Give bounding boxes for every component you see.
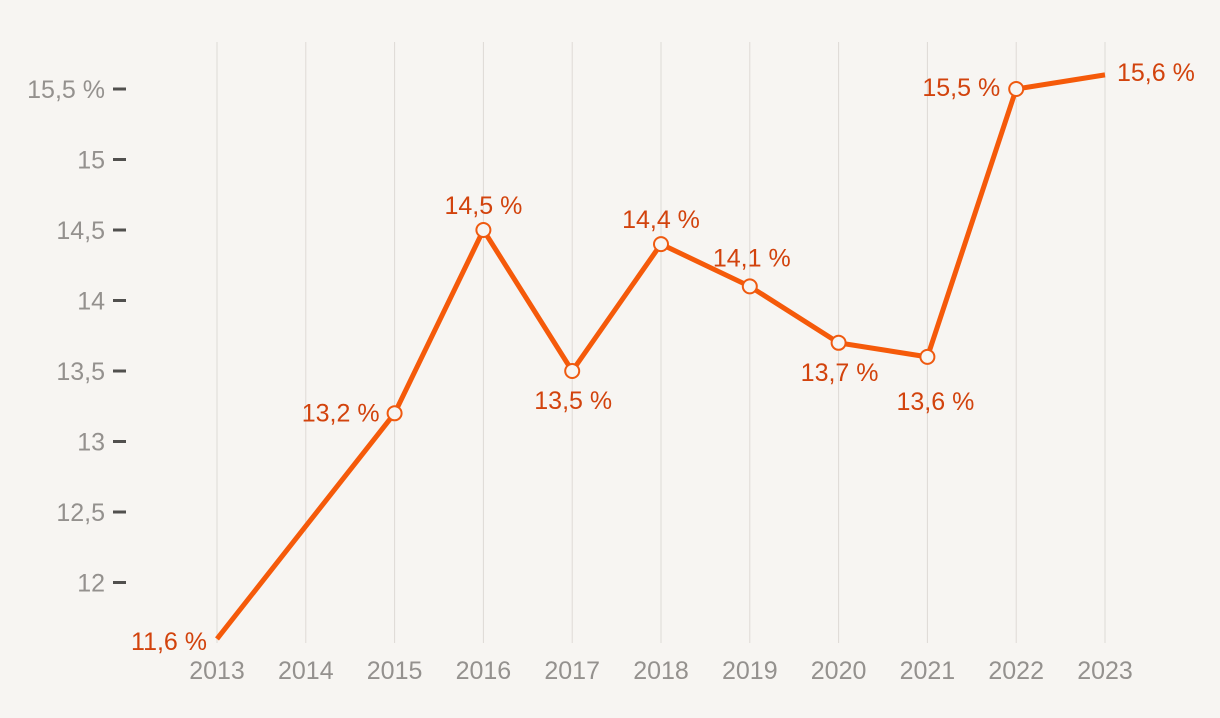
data-point-marker-2018 bbox=[653, 236, 669, 253]
data-point-marker-2019 bbox=[741, 278, 758, 295]
x-tick-label-2021: 2021 bbox=[900, 657, 956, 685]
y-tick-label-12: 12 bbox=[77, 570, 105, 598]
x-tick-label-2020: 2020 bbox=[811, 657, 867, 685]
x-tick-label-2014: 2014 bbox=[278, 657, 334, 685]
data-label-2018: 14,4 % bbox=[622, 206, 700, 234]
data-label-2020: 13,7 % bbox=[801, 359, 879, 387]
data-label-2016: 14,5 % bbox=[444, 192, 522, 220]
data-point-marker-2016 bbox=[475, 222, 492, 238]
data-label-2022: 15,5 % bbox=[922, 74, 1000, 102]
x-tick-label-2015: 2015 bbox=[367, 657, 423, 685]
x-tick-label-2018: 2018 bbox=[633, 657, 689, 685]
data-point-marker-2015 bbox=[386, 405, 403, 422]
y-tick-label-13.5: 13,5 bbox=[56, 358, 105, 386]
data-label-2015: 13,2 % bbox=[302, 399, 380, 427]
x-tick-label-2013: 2013 bbox=[189, 657, 245, 685]
data-point-marker-2017 bbox=[564, 363, 581, 379]
series-line-percentage-share-by-year bbox=[215, 72, 1106, 641]
data-label-2019: 14,1 % bbox=[713, 244, 791, 272]
x-tick-label-2023: 2023 bbox=[1077, 657, 1133, 685]
data-point-marker-2020 bbox=[830, 334, 847, 351]
x-tick-label-2016: 2016 bbox=[456, 657, 512, 685]
y-tick-label-15.5: 15,5 % bbox=[27, 76, 105, 104]
data-label-2023: 15,6 % bbox=[1117, 59, 1195, 87]
x-tick-label-2017: 2017 bbox=[544, 657, 600, 685]
data-label-2013: 11,6 % bbox=[131, 628, 207, 656]
x-tick-label-2022: 2022 bbox=[988, 657, 1044, 685]
y-tick-label-14.5: 14,5 bbox=[56, 217, 105, 245]
data-label-2017: 13,5 % bbox=[534, 387, 612, 415]
x-tick-label-2019: 2019 bbox=[722, 657, 778, 685]
data-label-2021: 13,6 % bbox=[896, 388, 974, 416]
data-point-marker-2021 bbox=[919, 348, 936, 365]
y-tick-label-14: 14 bbox=[77, 288, 105, 316]
y-tick-label-13: 13 bbox=[77, 429, 105, 457]
y-tick-label-12.5: 12,5 bbox=[56, 499, 105, 527]
data-point-marker-2022 bbox=[1008, 81, 1025, 97]
y-tick-label-15: 15 bbox=[77, 147, 105, 175]
